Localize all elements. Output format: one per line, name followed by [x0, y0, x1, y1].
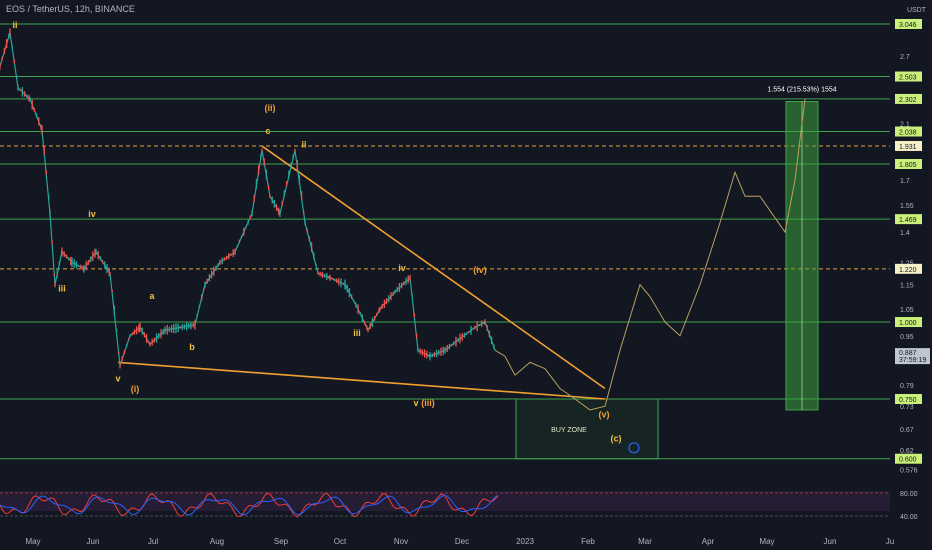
x-tick-label: Feb	[581, 537, 595, 546]
y-tick-label: 0.62	[900, 448, 914, 455]
rsi-signal	[0, 494, 499, 516]
level-value: 0.750	[899, 397, 917, 404]
y-tick-label: 1.55	[900, 203, 914, 210]
x-tick-label: Ju	[886, 537, 894, 546]
level-value: 2.038	[899, 130, 917, 137]
wave-label: v	[413, 398, 418, 408]
wave-label: ii	[301, 139, 306, 149]
wave-label: ii	[12, 20, 17, 30]
x-tick-label: Jun	[824, 537, 837, 546]
level-value: 1.000	[899, 320, 917, 327]
level-tag	[895, 317, 922, 328]
x-tick-label: 2023	[516, 537, 534, 546]
wave-label: b	[189, 342, 195, 352]
level-tag	[895, 159, 922, 170]
level-tag	[895, 18, 922, 29]
wave-label: c	[265, 126, 270, 136]
level-value: 1.805	[899, 162, 917, 169]
wave-label: (iv)	[473, 265, 487, 275]
wave-label: v	[115, 374, 120, 384]
x-tick-label: Nov	[394, 537, 408, 546]
level-tag	[895, 453, 922, 464]
projection-path	[494, 99, 806, 411]
price-series[interactable]	[0, 32, 496, 366]
rsi-band	[0, 491, 890, 511]
level-tag	[895, 71, 922, 82]
wave-label: iii	[353, 328, 361, 338]
x-tick-label: May	[759, 537, 774, 546]
level-tag	[895, 93, 922, 104]
wave-label: iv	[398, 263, 406, 273]
wave-circle-marker	[628, 442, 640, 454]
level-value: 2.503	[899, 75, 917, 82]
wave-label: (i)	[131, 384, 140, 394]
x-tick-label: Sep	[274, 537, 289, 546]
x-tick-label: May	[25, 537, 40, 546]
y-tick-label: 0.79	[900, 383, 914, 390]
y-tick-label: 1.7	[900, 178, 910, 185]
y-tick-label: 1.4	[900, 230, 910, 237]
y-tick-label: 1.25	[900, 260, 914, 267]
level-value: 1.469	[899, 217, 917, 224]
wave-label: (c)	[611, 433, 622, 443]
wave-label: (v)	[599, 409, 610, 419]
countdown-value: 37:59:19	[899, 357, 926, 364]
level-tag	[895, 140, 922, 151]
rsi-line	[0, 492, 499, 518]
y-tick-label: 2.1	[900, 121, 910, 128]
level-tag	[895, 214, 922, 225]
y-tick-label: 1.05	[900, 307, 914, 314]
level-value: 1.931	[899, 144, 917, 151]
y-tick-label: 0.576	[900, 468, 918, 475]
wave-label: a	[149, 291, 155, 301]
y-tick-label: 0.67	[900, 427, 914, 434]
x-tick-label: Jun	[87, 537, 100, 546]
trendline	[261, 145, 606, 390]
x-tick-label: Oct	[334, 537, 347, 546]
current-price-value: 0.887	[899, 350, 917, 357]
level-tag	[895, 126, 922, 137]
y-tick-label: 0.73	[900, 404, 914, 411]
wave-label: (ii)	[265, 103, 276, 113]
x-tick-label: Jul	[148, 537, 158, 546]
current-price-tag	[895, 348, 930, 365]
level-value: 1.220	[899, 267, 917, 274]
y-tick-label: 2.7	[900, 54, 910, 61]
level-value: 3.046	[899, 22, 917, 29]
chart-title: EOS / TetherUS, 12h, BINANCE	[6, 4, 135, 14]
wave-label: iii	[58, 284, 66, 294]
rsi-label-lower: 40.00	[900, 514, 918, 521]
x-tick-label: Dec	[455, 537, 469, 546]
rsi-label-upper: 80.00	[900, 491, 918, 498]
trendline	[117, 361, 606, 400]
wave-label: iv	[88, 209, 96, 219]
buy-zone-label: BUY ZONE	[551, 427, 587, 434]
x-tick-label: Apr	[702, 537, 715, 546]
currency-label: USDT	[907, 7, 927, 14]
rsi-pane[interactable]	[0, 487, 890, 534]
level-value: 2.302	[899, 97, 917, 104]
x-tick-label: Mar	[638, 537, 652, 546]
y-tick-label: 0.95	[900, 334, 914, 341]
x-tick-label: Aug	[210, 537, 224, 546]
level-value: 0.600	[899, 457, 917, 464]
target-label: 1.554 (215.53%) 1554	[767, 86, 836, 93]
wave-label: (iii)	[421, 398, 435, 408]
y-tick-label: 1.15	[900, 283, 914, 290]
level-tag	[895, 263, 922, 274]
level-tag	[895, 394, 922, 405]
buy-zone-box	[515, 398, 659, 460]
